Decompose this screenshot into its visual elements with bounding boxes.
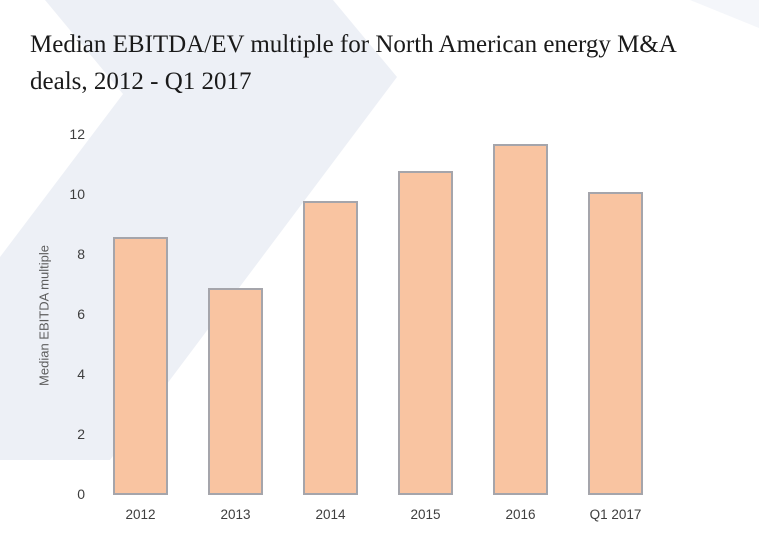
x-axis-label: 2013 xyxy=(220,507,251,522)
x-axis-label: 2014 xyxy=(315,507,346,522)
x-axis-label: 2012 xyxy=(125,507,156,522)
y-tick-label: 12 xyxy=(69,126,85,142)
bar-2014 xyxy=(303,201,358,495)
x-axis-label: Q1 2017 xyxy=(589,507,642,522)
y-tick-label: 0 xyxy=(77,486,85,502)
y-tick-label: 6 xyxy=(77,306,85,322)
bar-2016 xyxy=(493,144,548,495)
y-tick-label: 10 xyxy=(69,186,85,202)
y-tick-label: 8 xyxy=(77,246,85,262)
x-axis-label: 2015 xyxy=(410,507,441,522)
bar-2012 xyxy=(113,237,168,495)
bar-2015 xyxy=(398,171,453,495)
x-axis-label: 2016 xyxy=(505,507,536,522)
y-tick-label: 4 xyxy=(77,366,85,382)
bar-q1-2017 xyxy=(588,192,643,495)
y-tick-label: 2 xyxy=(77,426,85,442)
chart-title: Median EBITDA/EV multiple for North Amer… xyxy=(30,31,676,95)
bar-2013 xyxy=(208,288,263,495)
